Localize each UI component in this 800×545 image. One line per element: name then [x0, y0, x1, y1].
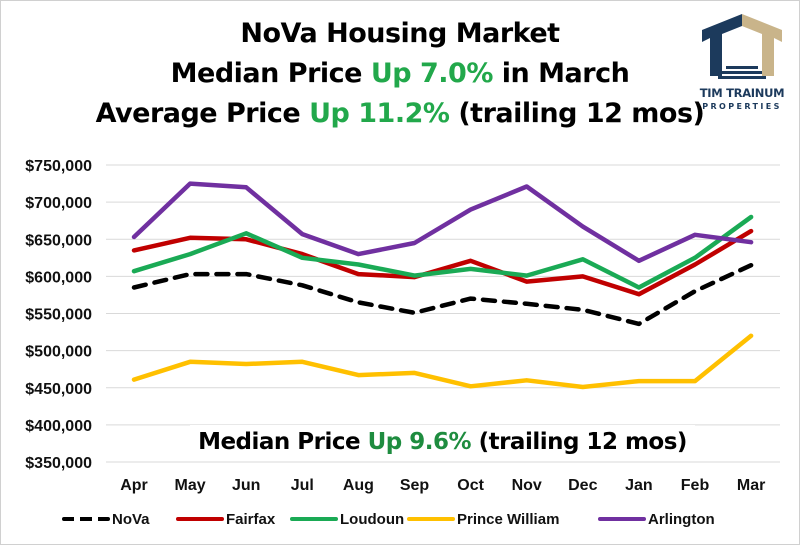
legend-label: Loudoun — [340, 510, 405, 528]
legend-item-loudoun: Loudoun — [290, 509, 404, 529]
x-tick-label: Oct — [457, 477, 484, 494]
legend-label: Arlington — [648, 510, 715, 528]
y-tick-label: $350,000 — [25, 455, 92, 472]
legend-swatch-icon — [598, 517, 646, 521]
annotation-prefix: Median Price — [198, 429, 368, 455]
y-tick-label: $600,000 — [25, 269, 92, 286]
company-logo-icon — [702, 14, 782, 79]
chart-title: NoVa Housing Market — [0, 18, 800, 49]
x-tick-label: Jan — [625, 477, 653, 494]
x-tick-label: Aug — [343, 477, 374, 494]
series-line-arlington — [131, 181, 754, 264]
title-line-1: NoVa Housing Market — [240, 18, 560, 49]
legend-item-nova: NoVa — [62, 509, 150, 529]
x-tick-label: Dec — [568, 477, 597, 494]
x-tick-label: Sep — [400, 477, 430, 494]
series-line-loudoun — [131, 214, 754, 290]
x-tick-label: Nov — [512, 477, 542, 494]
median-annotation: Median Price Up 9.6% (trailing 12 mos) — [190, 425, 695, 461]
subtitle-2-prefix: Median Price — [170, 58, 371, 89]
legend-swatch-icon — [176, 517, 224, 521]
x-tick-label: Apr — [120, 477, 148, 494]
logo-name: TIM TRAINUM — [699, 86, 785, 100]
y-tick-label: $550,000 — [25, 307, 92, 324]
legend-label: NoVa — [112, 510, 150, 528]
x-axis-labels: Apr May Jun Jul Aug Sep Oct Nov Dec Jan Feb Mar — [120, 477, 765, 494]
y-tick-label: $450,000 — [25, 381, 92, 398]
legend-item-prince-william: Prince William — [407, 509, 559, 529]
series-line-nova — [131, 262, 754, 327]
annotation-highlight: Up 9.6% — [367, 429, 472, 455]
annotation-suffix: (trailing 12 mos) — [471, 429, 688, 455]
legend-swatch-icon — [290, 517, 338, 521]
logo-subtitle: PROPERTIES — [702, 102, 782, 111]
series-lines — [131, 181, 754, 390]
y-tick-label: $750,000 — [25, 158, 92, 175]
gridlines — [106, 164, 780, 463]
legend-item-fairfax: Fairfax — [176, 509, 275, 529]
subtitle-3-highlight: Up 11.2% — [309, 98, 450, 129]
subtitle-2-highlight: Up 7.0% — [370, 58, 494, 89]
legend: NoVa Fairfax Loudoun Prince William Arlingto… — [0, 509, 800, 529]
subtitle-average-trailing: Average Price Up 11.2% (trailing 12 mos) — [0, 98, 800, 129]
legend-swatch-icon — [407, 517, 455, 521]
subtitle-3-suffix: (trailing 12 mos) — [449, 98, 705, 129]
x-tick-label: Feb — [681, 477, 710, 494]
subtitle-3-prefix: Average Price — [95, 98, 310, 129]
series-line-prince-william — [131, 333, 754, 390]
y-tick-label: $500,000 — [25, 344, 92, 361]
y-tick-label: $700,000 — [25, 195, 92, 212]
legend-swatch-icon — [62, 517, 110, 521]
y-tick-label: $650,000 — [25, 232, 92, 249]
x-tick-label: Jul — [291, 477, 314, 494]
x-tick-label: Mar — [737, 477, 765, 494]
legend-label: Fairfax — [226, 510, 276, 528]
x-tick-label: May — [175, 477, 206, 494]
legend-item-arlington: Arlington — [598, 509, 715, 529]
x-tick-label: Jun — [232, 477, 260, 494]
y-tick-label: $400,000 — [25, 418, 92, 435]
subtitle-median-march: Median Price Up 7.0% in March — [0, 58, 800, 89]
subtitle-2-suffix: in March — [492, 58, 630, 89]
legend-label: Prince William — [457, 510, 560, 528]
y-axis-labels: $750,000 $700,000 $650,000 $600,000 $550,000… — [25, 158, 92, 472]
